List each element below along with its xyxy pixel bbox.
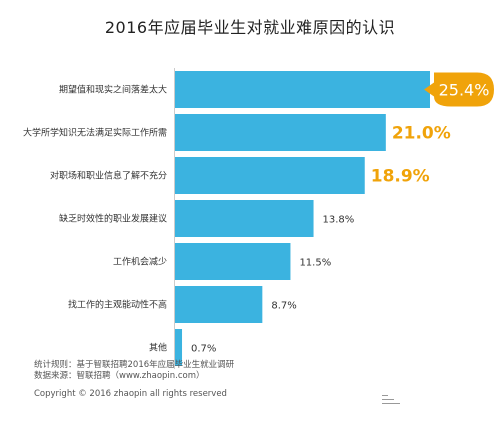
value-label-6: 8.7% (271, 301, 296, 312)
bar-2 (175, 114, 386, 151)
chart-notes: 统计规则：基于智联招聘2016年应届毕业生就业调研 数据来源：智联招聘（www.… (34, 360, 234, 382)
value-label-1: 25.4% (439, 81, 490, 100)
stat-rule-note: 统计规则：基于智联招聘2016年应届毕业生就业调研 (34, 360, 235, 370)
category-label-2: 大学所学知识无法满足实际工作所需 (23, 127, 167, 139)
bar-6 (175, 286, 263, 323)
category-label-6: 找工作的主观能动性不高 (68, 299, 167, 311)
copyright-text: Copyright © 2016 zhaopin all rights rese… (34, 389, 227, 399)
category-label-7: 其他 (149, 342, 167, 354)
value-label-5: 11.5% (299, 258, 331, 269)
value-callout-bubble (424, 72, 494, 107)
bar-3 (175, 157, 365, 194)
category-label-3: 对职场和职业信息了解不充分 (50, 170, 167, 182)
category-label-5: 工作机会减少 (113, 256, 167, 268)
value-label-3: 18.9% (371, 167, 430, 187)
decorative-lines-icon (382, 395, 404, 404)
value-label-2: 21.0% (392, 124, 451, 144)
category-label-1: 期望值和现实之间落差太大 (59, 84, 167, 96)
chart-title: 2016年应届毕业生对就业难原因的认识 (104, 18, 396, 37)
category-label-4: 缺乏时效性的职业发展建议 (59, 213, 167, 225)
bar-5 (175, 243, 291, 280)
data-source-note: 数据来源：智联招聘（www.zhaopin.com） (34, 371, 205, 381)
value-label-4: 13.8% (323, 215, 355, 226)
value-label-7: 0.7% (191, 344, 216, 355)
bar-1 (175, 71, 430, 108)
bar-4 (175, 200, 314, 237)
bar-7 (175, 329, 183, 366)
